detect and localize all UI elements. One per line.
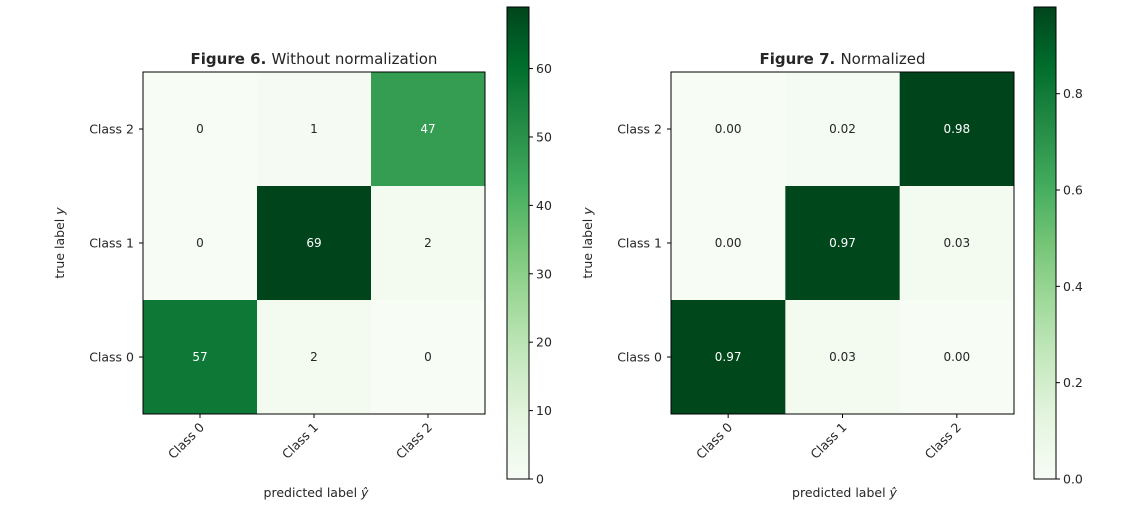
y-tick-label: Class 0 bbox=[617, 350, 662, 365]
cell-value-label: 2 bbox=[424, 236, 432, 250]
colorbar-tick-label: 50 bbox=[536, 129, 552, 144]
colorbar-tick-label: 0.2 bbox=[1063, 375, 1083, 390]
colorbar-tick-label: 0.6 bbox=[1063, 183, 1083, 198]
cell-value-label: 69 bbox=[306, 236, 321, 250]
x-tick-label: Class 0 bbox=[693, 419, 735, 461]
cell-value-label: 0.03 bbox=[829, 350, 856, 364]
chart-title: Figure 6. Without normalization bbox=[191, 50, 438, 68]
heatmap-cell bbox=[371, 72, 486, 187]
colorbar bbox=[1033, 6, 1057, 480]
heatmap-cell bbox=[785, 300, 901, 415]
y-tick-label: Class 2 bbox=[89, 122, 134, 137]
colorbar-tick-label: 0.0 bbox=[1063, 472, 1083, 487]
cell-value-label: 2 bbox=[310, 350, 318, 364]
cell-value-label: 0.00 bbox=[715, 236, 742, 250]
heatmap-cell bbox=[257, 186, 372, 301]
y-tick-label: Class 1 bbox=[617, 236, 662, 251]
colorbar-tick-label: 60 bbox=[536, 61, 552, 76]
cell-value-label: 57 bbox=[192, 350, 207, 364]
heatmap-cell bbox=[671, 300, 786, 415]
heatmap-cell bbox=[671, 186, 786, 301]
heatmap-cell bbox=[899, 72, 1015, 187]
cell-value-label: 0.97 bbox=[829, 236, 856, 250]
heatmap-cell bbox=[371, 300, 486, 415]
x-tick-label: Class 1 bbox=[807, 420, 849, 462]
cell-value-label: 0.00 bbox=[715, 122, 742, 136]
cell-value-label: 0.02 bbox=[829, 122, 856, 136]
chart-panel-2: 0.00 0.02 0.98 0.00 0.97 0.03 0.97 0.03 0.00 Clas… bbox=[580, 6, 1083, 500]
x-tick-label: Class 0 bbox=[165, 419, 207, 461]
x-axis-label: predicted label ŷ bbox=[264, 485, 369, 500]
colorbar-tick-label: 20 bbox=[536, 335, 552, 350]
cell-value-label: 47 bbox=[420, 122, 435, 136]
heatmap-cell bbox=[371, 186, 486, 301]
heatmap-cell bbox=[785, 72, 901, 187]
heatmap-cell bbox=[257, 72, 372, 187]
colorbar-tick-label: 40 bbox=[536, 198, 552, 213]
y-axis-label: true label y bbox=[580, 207, 595, 279]
y-tick-label: Class 1 bbox=[89, 236, 134, 251]
chart-title: Figure 7. Normalized bbox=[759, 50, 925, 68]
colorbar-tick-label: 0.8 bbox=[1063, 86, 1083, 101]
cell-value-label: 0 bbox=[424, 350, 432, 364]
heatmap-cell bbox=[785, 186, 901, 301]
cell-value-label: 0.97 bbox=[715, 350, 742, 364]
cell-value-label: 0.98 bbox=[943, 122, 970, 136]
y-tick-label: Class 0 bbox=[89, 350, 134, 365]
heatmap-cell bbox=[143, 72, 258, 187]
colorbar bbox=[506, 6, 530, 480]
colorbar-tick-label: 30 bbox=[536, 266, 552, 281]
heatmap-cell bbox=[143, 186, 258, 301]
heatmap-cell bbox=[257, 300, 372, 415]
x-axis-label: predicted label ŷ bbox=[792, 485, 897, 500]
cell-value-label: 1 bbox=[310, 122, 318, 136]
cell-value-label: 0 bbox=[196, 122, 204, 136]
colorbar-tick-label: 0.4 bbox=[1063, 279, 1083, 294]
heatmap-cell bbox=[899, 300, 1015, 415]
colorbar-tick-label: 0 bbox=[536, 472, 544, 487]
heatmap-cell bbox=[671, 72, 786, 187]
y-axis-label: true label y bbox=[52, 207, 67, 279]
x-tick-label: Class 2 bbox=[922, 420, 964, 462]
heatmap-cell bbox=[143, 300, 258, 415]
x-tick-label: Class 1 bbox=[279, 420, 321, 462]
cell-value-label: 0.03 bbox=[943, 236, 970, 250]
x-tick-label: Class 2 bbox=[393, 420, 435, 462]
cell-value-label: 0 bbox=[196, 236, 204, 250]
cell-value-label: 0.00 bbox=[943, 350, 970, 364]
y-tick-label: Class 2 bbox=[617, 122, 662, 137]
colorbar-tick-label: 10 bbox=[536, 403, 552, 418]
heatmap-cell bbox=[899, 186, 1015, 301]
